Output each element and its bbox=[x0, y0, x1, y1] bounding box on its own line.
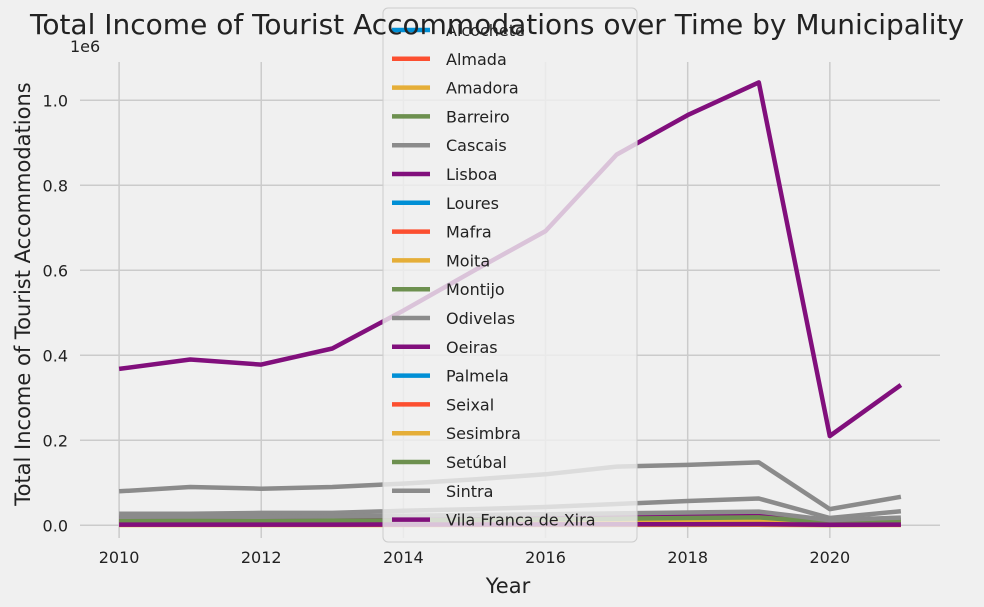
legend-label: Loures bbox=[446, 194, 499, 213]
x-tick-label: 2010 bbox=[99, 548, 140, 567]
legend-item-seixal: Seixal bbox=[392, 395, 494, 414]
legend-label: Seixal bbox=[446, 395, 494, 414]
legend-label: Oeiras bbox=[446, 338, 498, 357]
legend-label: Alcochete bbox=[446, 21, 525, 40]
legend-label: Montijo bbox=[446, 280, 505, 299]
legend-label: Sesimbra bbox=[446, 424, 521, 443]
y-tick-label: 0.8 bbox=[43, 176, 68, 195]
y-tick-label: 0.6 bbox=[43, 261, 68, 280]
legend-item-barreiro: Barreiro bbox=[392, 107, 510, 126]
legend-box bbox=[382, 7, 638, 543]
legend-item-cascais: Cascais bbox=[392, 136, 507, 155]
legend-item-sintra: Sintra bbox=[392, 482, 493, 501]
legend-label: Vila Franca de Xira bbox=[446, 511, 596, 530]
legend-item-almada: Almada bbox=[392, 50, 507, 69]
y-tick-labels: 0.0 0.2 0.4 0.6 0.8 1.0 bbox=[43, 91, 68, 535]
x-tick-labels: 2010 2012 2014 2016 2018 2020 bbox=[99, 548, 850, 567]
y-tick-label: 0.4 bbox=[43, 346, 68, 365]
legend-label: Odivelas bbox=[446, 309, 515, 328]
legend-label: Lisboa bbox=[446, 165, 497, 184]
x-tick-label: 2018 bbox=[667, 548, 708, 567]
legend-item-loures: Loures bbox=[392, 194, 499, 213]
legend-label: Moita bbox=[446, 251, 490, 270]
legend-item-sesimbra: Sesimbra bbox=[392, 424, 521, 443]
y-tick-label: 0.0 bbox=[43, 516, 68, 535]
legend-item-mafra: Mafra bbox=[392, 223, 492, 242]
legend-label: Amadora bbox=[446, 79, 519, 98]
y-tick-label: 0.2 bbox=[43, 431, 68, 450]
legend-item-oeiras: Oeiras bbox=[392, 338, 498, 357]
x-tick-label: 2020 bbox=[809, 548, 850, 567]
legend-item-lisboa: Lisboa bbox=[392, 165, 497, 184]
legend-item-odivelas: Odivelas bbox=[392, 309, 515, 328]
x-axis-label: Year bbox=[485, 574, 531, 598]
y-tick-label: 1.0 bbox=[43, 91, 68, 110]
legend-item-montijo: Montijo bbox=[392, 280, 505, 299]
legend-item-vila-franca-de-xira: Vila Franca de Xira bbox=[392, 511, 596, 530]
x-tick-label: 2012 bbox=[241, 548, 282, 567]
legend-label: Palmela bbox=[446, 367, 509, 386]
legend-item-moita: Moita bbox=[392, 251, 490, 270]
y-axis-label: Total Income of Tourist Accommodations bbox=[11, 82, 35, 506]
legend-item-alcochete: Alcochete bbox=[392, 21, 525, 40]
y-offset-label: 1e6 bbox=[70, 37, 100, 56]
legend-label: Cascais bbox=[446, 136, 507, 155]
legend-label: Sintra bbox=[446, 482, 493, 501]
chart-title: Total Income of Tourist Accommodations o… bbox=[29, 8, 964, 41]
legend-item-setubal: Setúbal bbox=[392, 453, 507, 472]
legend-label: Almada bbox=[446, 50, 507, 69]
legend: Alcochete Almada Amadora Barreiro Cascais Lis… bbox=[382, 7, 638, 543]
legend-label: Mafra bbox=[446, 223, 492, 242]
legend-item-palmela: Palmela bbox=[392, 367, 509, 386]
x-tick-label: 2016 bbox=[525, 548, 566, 567]
legend-label: Barreiro bbox=[446, 107, 510, 126]
legend-label: Setúbal bbox=[446, 453, 507, 472]
legend-item-amadora: Amadora bbox=[392, 79, 519, 98]
x-tick-label: 2014 bbox=[383, 548, 424, 567]
